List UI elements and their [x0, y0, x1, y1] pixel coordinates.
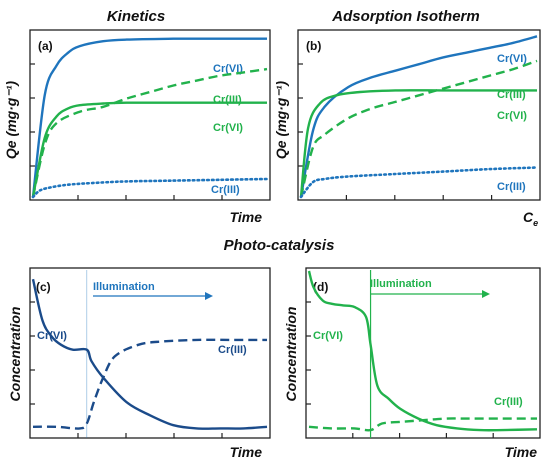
series-line-c-1 — [32, 338, 267, 430]
illumination-d: Illumination — [370, 278, 490, 298]
series-label-a-0: Cr(VI) — [213, 63, 243, 75]
xlabel-c: Time — [230, 444, 263, 460]
series-line-d-1 — [308, 417, 537, 432]
title-kinetics: Kinetics — [107, 8, 165, 25]
series-line-a-0 — [31, 37, 267, 198]
title-photocatalysis: Photo-catalysis — [224, 237, 335, 254]
panel-label-a: (a) — [38, 39, 53, 53]
panel-label-b: (b) — [306, 39, 321, 53]
xlabel-d: Time — [505, 444, 538, 460]
panel-c — [29, 267, 271, 439]
plot-frame-a — [29, 29, 271, 201]
plot-frame-b — [297, 29, 541, 201]
xlabel-a: Time — [230, 209, 263, 225]
illumination-label-d: Illumination — [370, 278, 432, 290]
panel-label-c: (c) — [36, 280, 51, 294]
illumination-c: Illumination — [93, 281, 213, 300]
series-label-b-3: Cr(III) — [497, 181, 526, 193]
title-isotherm: Adsorption Isotherm — [331, 8, 480, 25]
illumination-arrowhead-d — [482, 290, 490, 298]
xlabel-b-main: C — [523, 209, 534, 225]
series-line-b-3 — [299, 166, 539, 199]
series-label-a-3: Cr(III) — [211, 184, 240, 196]
plot-frame-d — [305, 267, 541, 439]
series-line-a-3 — [31, 177, 269, 199]
ylabel-a: Qe (mg·g⁻¹) — [3, 81, 19, 159]
series-label-b-0: Cr(VI) — [497, 53, 527, 65]
ylabel-c: Concentration — [7, 307, 23, 402]
series-label-a-1: Cr(III) — [213, 94, 242, 106]
series-label-c-1: Cr(III) — [218, 344, 247, 356]
series-line-a-1 — [31, 67, 268, 198]
series-line-b-2 — [299, 89, 537, 198]
panel-label-d: (d) — [313, 280, 328, 294]
xlabel-b: Ce — [523, 209, 538, 228]
series-label-b-1: Cr(III) — [497, 89, 526, 101]
panel-d — [305, 267, 541, 439]
series-line-b-0 — [299, 35, 538, 198]
series-label-d-1: Cr(III) — [494, 396, 523, 408]
series-label-a-2: Cr(VI) — [213, 122, 243, 134]
series-label-d-0: Cr(VI) — [313, 330, 343, 342]
illumination-arrowhead-c — [205, 292, 213, 300]
ylabel-b: Qe (mg·g⁻¹) — [273, 81, 289, 159]
series-label-b-2: Cr(VI) — [497, 110, 527, 122]
panel-b — [297, 29, 541, 201]
xlabel-b-sub: e — [533, 218, 538, 228]
series-line-b-1 — [299, 59, 538, 198]
illumination-label-c: Illumination — [93, 281, 155, 293]
series-line-d-0 — [307, 270, 538, 432]
panel-a — [29, 29, 271, 201]
series-line-a-2 — [31, 101, 267, 198]
ylabel-d: Concentration — [283, 307, 299, 402]
plot-frame-c — [29, 267, 271, 439]
